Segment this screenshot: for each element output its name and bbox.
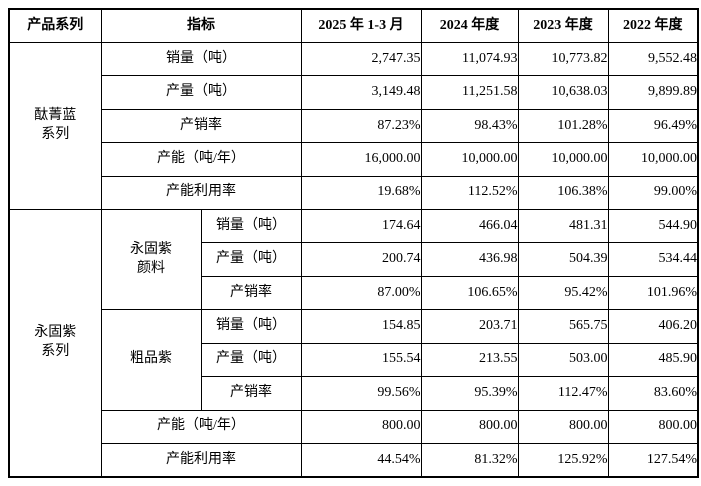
value-cell: 565.75 xyxy=(517,309,609,344)
value-cell: 95.39% xyxy=(420,376,519,411)
indicator-label: 产能利用率 xyxy=(100,442,302,478)
value-cell: 99.56% xyxy=(300,376,422,411)
value-cell: 200.74 xyxy=(300,242,422,277)
value-cell: 101.28% xyxy=(517,108,609,144)
value-cell: 10,000.00 xyxy=(607,142,699,177)
table-row: 永固紫 系列 永固紫 颜料 销量（吨） 174.64 466.04 481.31… xyxy=(8,209,699,478)
value-cell: 10,638.03 xyxy=(517,75,609,110)
table-row: 产销率 87.00% 106.65% 95.42% 101.96% xyxy=(9,275,699,311)
value-cell: 800.00 xyxy=(517,409,609,444)
indicator-label: 产销率 xyxy=(200,376,302,411)
indicator-label: 销量（吨） xyxy=(200,309,302,344)
value-cell: 2,747.35 xyxy=(300,41,422,77)
value-cell: 10,000.00 xyxy=(420,142,519,177)
value-cell: 16,000.00 xyxy=(300,142,422,177)
value-cell: 98.43% xyxy=(420,108,519,144)
value-cell: 11,251.58 xyxy=(420,75,519,110)
header-period-2024: 2024 年度 xyxy=(420,8,519,43)
value-cell: 99.00% xyxy=(607,175,699,211)
value-cell: 81.32% xyxy=(420,442,519,478)
header-product-series: 产品系列 xyxy=(8,8,102,43)
value-cell: 504.39 xyxy=(517,242,609,277)
table-row: 产能利用率 44.54% 81.32% 125.92% 127.54% xyxy=(9,442,699,478)
value-cell: 3,149.48 xyxy=(300,75,422,110)
table-row: 产量（吨） 3,149.48 11,251.58 10,638.03 9,899… xyxy=(9,75,699,110)
production-sales-table: 产品系列 指标 2025 年 1-3 月 2024 年度 2023 年度 202… xyxy=(8,8,699,478)
indicator-label: 产量（吨） xyxy=(200,342,302,378)
value-cell: 112.52% xyxy=(420,175,519,211)
value-cell: 213.55 xyxy=(420,342,519,378)
value-cell: 544.90 xyxy=(607,209,699,244)
indicator-label: 产量（吨） xyxy=(100,75,302,110)
table-row: 产能利用率 19.68% 112.52% 106.38% 99.00% xyxy=(9,175,699,211)
value-cell: 112.47% xyxy=(517,376,609,411)
value-cell: 10,000.00 xyxy=(517,142,609,177)
value-cell: 96.49% xyxy=(607,108,699,144)
table-row: 产能（吨/年） 16,000.00 10,000.00 10,000.00 10… xyxy=(9,142,699,177)
value-cell: 9,899.89 xyxy=(607,75,699,110)
value-cell: 87.00% xyxy=(300,275,422,311)
header-row: 产品系列 指标 2025 年 1-3 月 2024 年度 2023 年度 202… xyxy=(8,8,699,43)
indicator-label: 产能（吨/年） xyxy=(100,142,302,177)
value-cell: 83.60% xyxy=(607,376,699,411)
header-indicator: 指标 xyxy=(100,8,302,43)
value-cell: 95.42% xyxy=(517,275,609,311)
value-cell: 106.38% xyxy=(517,175,609,211)
table-row: 产销率 87.23% 98.43% 101.28% 96.49% xyxy=(9,108,699,144)
value-cell: 174.64 xyxy=(300,209,422,244)
table-row: 产量（吨） 200.74 436.98 504.39 534.44 xyxy=(9,242,699,277)
value-cell: 406.20 xyxy=(607,309,699,344)
indicator-label: 产销率 xyxy=(100,108,302,144)
value-cell: 485.90 xyxy=(607,342,699,378)
value-cell: 87.23% xyxy=(300,108,422,144)
value-cell: 10,773.82 xyxy=(517,41,609,77)
header-period-2022: 2022 年度 xyxy=(607,8,699,43)
indicator-label: 销量（吨） xyxy=(200,209,302,244)
value-cell: 203.71 xyxy=(420,309,519,344)
group-cell-phthalocyanine-blue: 酞菁蓝 系列 xyxy=(8,41,102,211)
table-row: 酞菁蓝 系列 销量（吨） 2,747.35 11,074.93 10,773.8… xyxy=(8,41,699,211)
indicator-label: 产能利用率 xyxy=(100,175,302,211)
value-cell: 11,074.93 xyxy=(420,41,519,77)
value-cell: 466.04 xyxy=(420,209,519,244)
indicator-label: 产能（吨/年） xyxy=(100,409,302,444)
value-cell: 800.00 xyxy=(420,409,519,444)
value-cell: 534.44 xyxy=(607,242,699,277)
table-row: 产销率 99.56% 95.39% 112.47% 83.60% xyxy=(9,376,699,411)
value-cell: 800.00 xyxy=(607,409,699,444)
table-row: 产量（吨） 155.54 213.55 503.00 485.90 xyxy=(9,342,699,378)
value-cell: 127.54% xyxy=(607,442,699,478)
value-cell: 154.85 xyxy=(300,309,422,344)
subgroup-cell-crude-violet: 粗品紫 xyxy=(100,309,202,411)
header-period-2023: 2023 年度 xyxy=(517,8,609,43)
value-cell: 9,552.48 xyxy=(607,41,699,77)
value-cell: 481.31 xyxy=(517,209,609,244)
value-cell: 503.00 xyxy=(517,342,609,378)
table-row: 产能（吨/年） 800.00 800.00 800.00 800.00 xyxy=(9,409,699,444)
table-row: 粗品紫 销量（吨） 154.85 203.71 565.75 406.20 xyxy=(9,309,699,411)
value-cell: 800.00 xyxy=(300,409,422,444)
value-cell: 19.68% xyxy=(300,175,422,211)
value-cell: 125.92% xyxy=(517,442,609,478)
value-cell: 101.96% xyxy=(607,275,699,311)
indicator-label: 产销率 xyxy=(200,275,302,311)
subgroup-cell-violet-pigment: 永固紫 颜料 xyxy=(100,209,202,311)
value-cell: 44.54% xyxy=(300,442,422,478)
value-cell: 106.65% xyxy=(420,275,519,311)
indicator-label: 产量（吨） xyxy=(200,242,302,277)
value-cell: 155.54 xyxy=(300,342,422,378)
indicator-label: 销量（吨） xyxy=(100,41,302,77)
group-cell-permanent-violet: 永固紫 系列 xyxy=(8,209,102,478)
value-cell: 436.98 xyxy=(420,242,519,277)
header-period-2025q1: 2025 年 1-3 月 xyxy=(300,8,422,43)
